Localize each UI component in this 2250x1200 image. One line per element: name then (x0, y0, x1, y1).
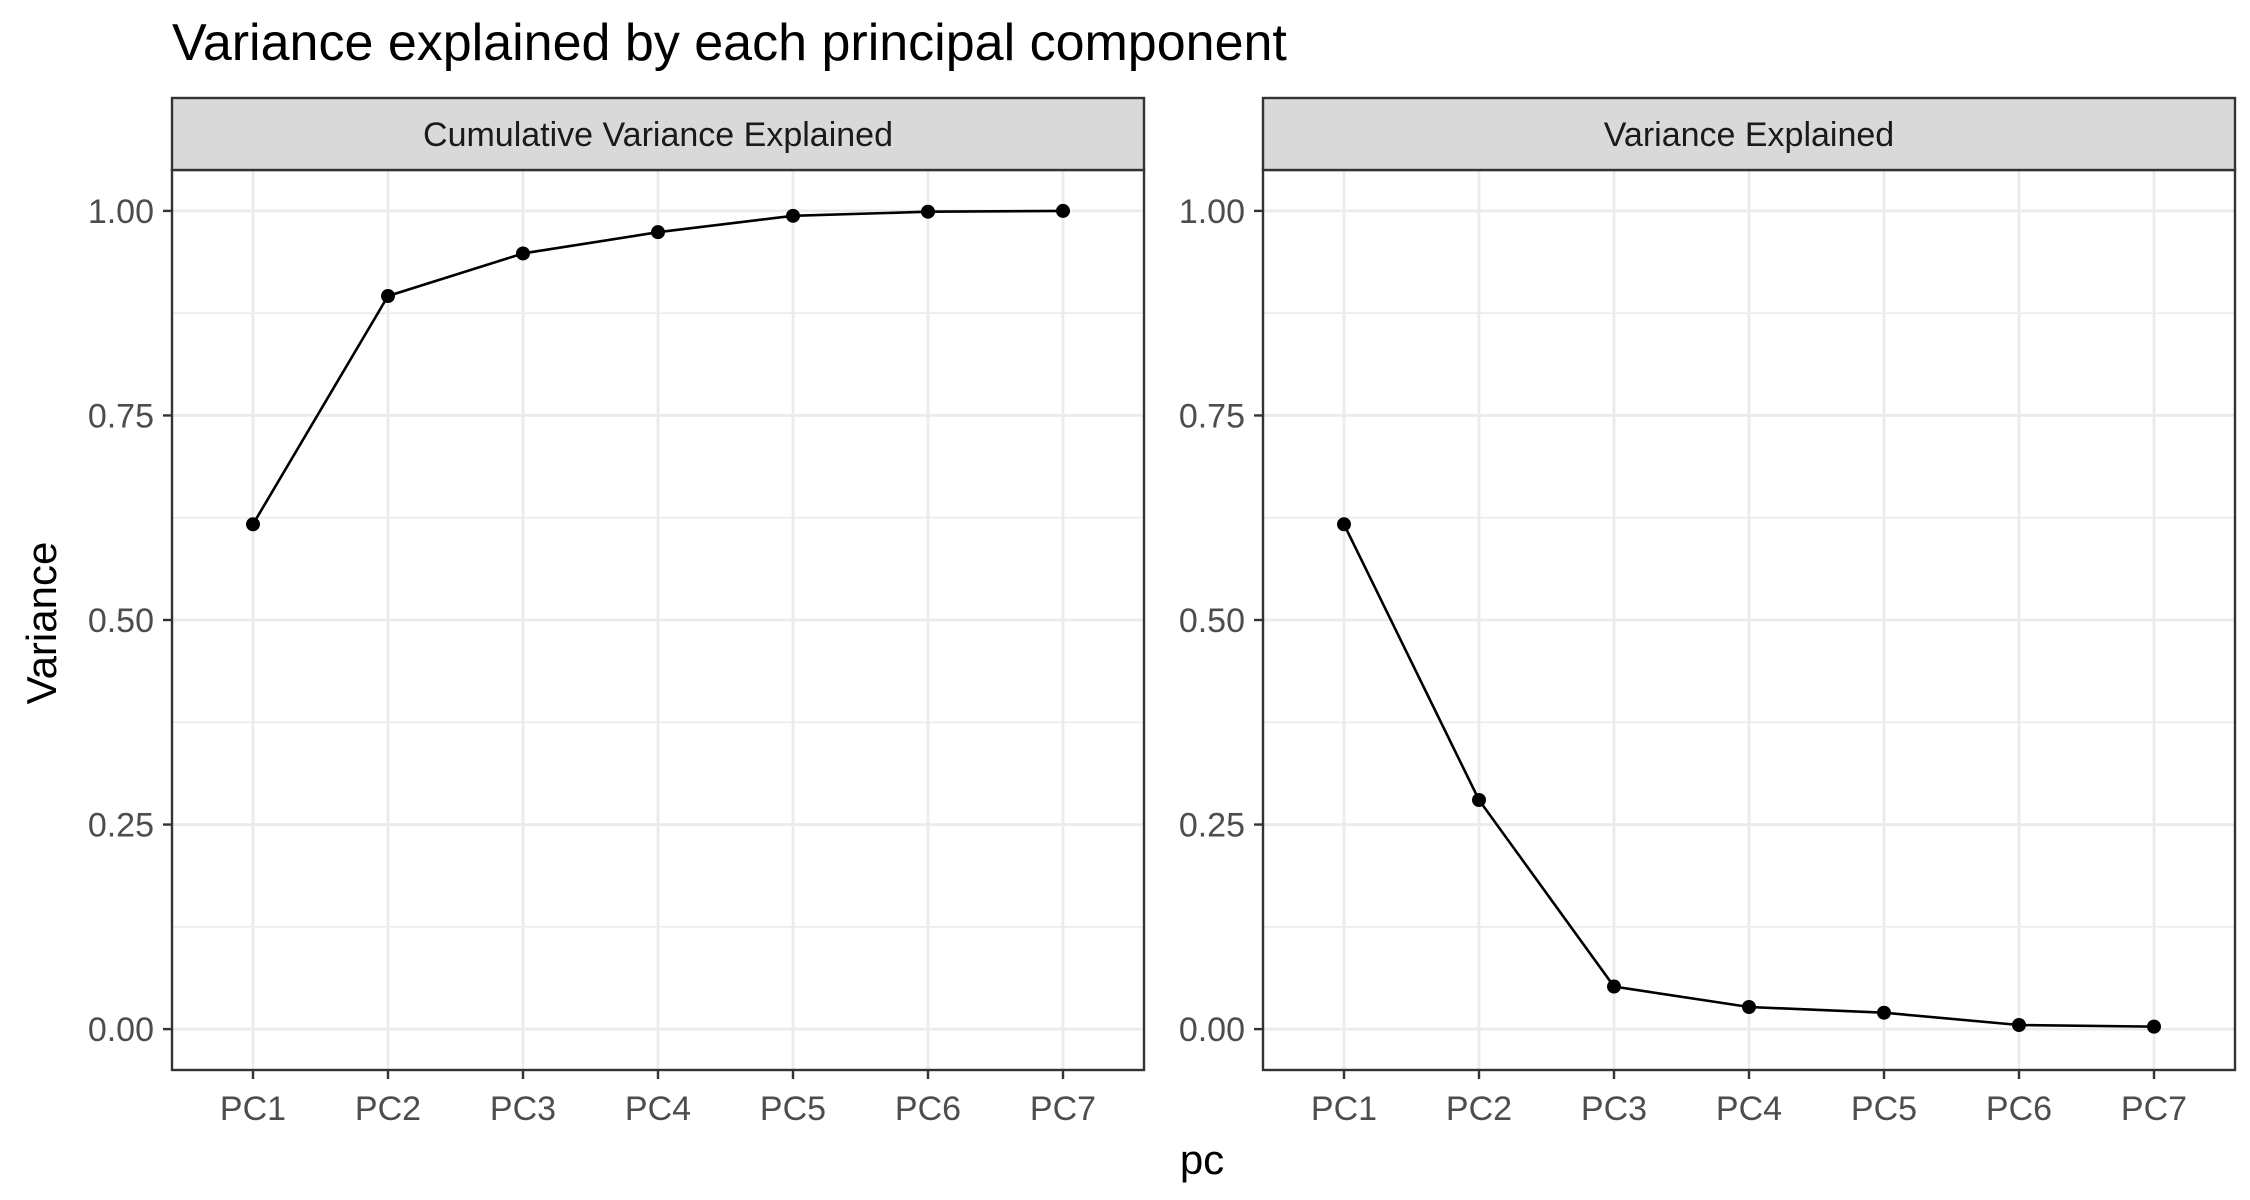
data-point (1472, 793, 1486, 807)
data-point (1056, 203, 1070, 218)
y-tick-label: 0.75 (1179, 397, 1245, 435)
x-tick-label: PC6 (1986, 1090, 2052, 1128)
y-tick-label: 0.50 (88, 602, 154, 640)
facet-panel-1: Cumulative Variance Explained 0.00 0.25 0.5… (88, 96, 1146, 1128)
facet-panels: Cumulative Variance Explained 0.00 0.25 0.5… (88, 96, 2237, 1128)
x-tick-label: PC7 (1030, 1090, 1096, 1128)
facet-strip-label: Variance Explained (1604, 116, 1894, 154)
data-point (1607, 979, 1621, 994)
x-tick-label: PC1 (220, 1090, 286, 1128)
x-tick-label: PC3 (490, 1090, 556, 1128)
facet-strip (1261, 96, 2237, 172)
y-tick-label: 0.25 (88, 807, 154, 845)
x-tick-label: PC2 (355, 1090, 421, 1128)
x-tick-label: PC5 (1851, 1090, 1917, 1128)
data-point (246, 517, 260, 532)
x-tick-label: PC2 (1446, 1090, 1512, 1128)
data-point (2147, 1019, 2161, 1034)
data-point (786, 208, 800, 223)
x-tick-label: PC3 (1581, 1090, 1647, 1128)
data-point (1337, 517, 1351, 532)
facet-strip (170, 96, 1146, 172)
facet-strip-label: Cumulative Variance Explained (423, 116, 893, 154)
data-point (1742, 1000, 1756, 1014)
x-tick-label: PC1 (1311, 1090, 1377, 1128)
y-tick-label: 0.00 (1179, 1011, 1245, 1049)
data-point (1877, 1005, 1891, 1020)
y-tick-label: 0.00 (88, 1011, 154, 1049)
x-axis-title: pc (1180, 1136, 1224, 1183)
x-tick-label: PC7 (2121, 1090, 2187, 1128)
y-axis-title: Variance (18, 542, 65, 705)
data-point (381, 289, 395, 303)
chart-title: Variance explained by each principal com… (172, 14, 1287, 72)
y-tick-label: 0.25 (1179, 807, 1245, 845)
data-point (921, 204, 935, 219)
x-tick-label: PC5 (760, 1090, 826, 1128)
x-tick-label: PC4 (1716, 1090, 1782, 1128)
y-tick-label: 1.00 (88, 193, 154, 231)
y-tick-label: 0.75 (88, 397, 154, 435)
x-tick-label: PC6 (895, 1090, 961, 1128)
data-point (2012, 1018, 2026, 1032)
y-tick-label: 0.50 (1179, 602, 1245, 640)
facet-panel-2: Variance Explained 0.00 0.25 0.50 0.75 1.00 PC… (1179, 96, 2237, 1128)
x-tick-label: PC4 (625, 1090, 691, 1128)
data-point (516, 246, 530, 261)
data-point (651, 225, 665, 240)
y-tick-label: 1.00 (1179, 193, 1245, 231)
